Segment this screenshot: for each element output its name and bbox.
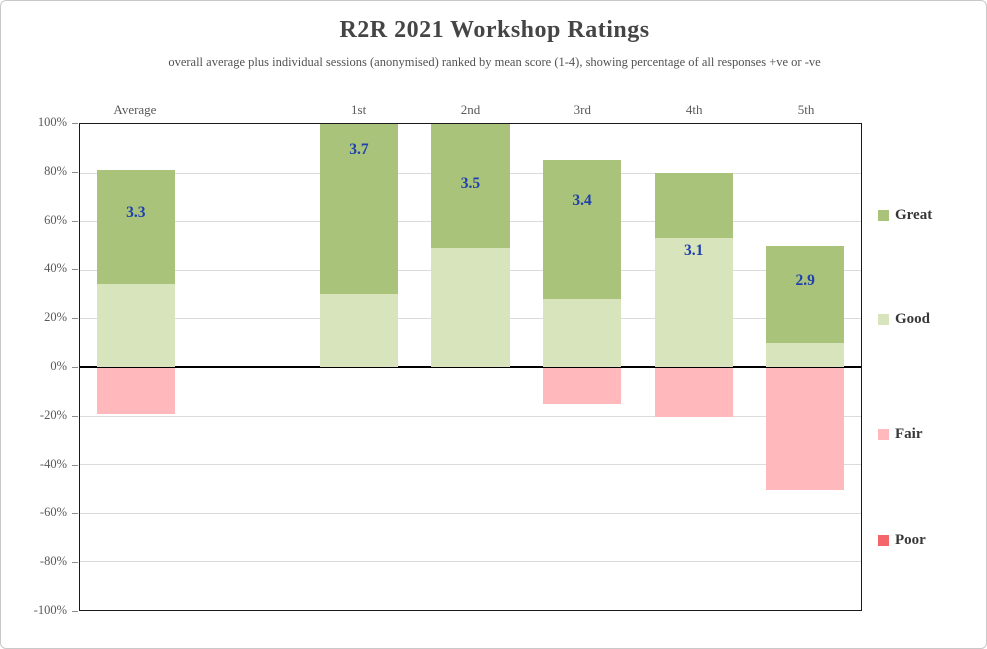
- y-axis-label-100: 100%: [37, 115, 67, 129]
- bar-segment-great-4th: [654, 172, 733, 239]
- legend-item-fair: Fair: [878, 426, 923, 443]
- bar-segment-great-2nd: [431, 124, 510, 248]
- legend-swatch-fair: [878, 429, 889, 440]
- bar-column-1st: 3.7: [303, 124, 415, 610]
- category-label-average: Average: [113, 102, 157, 117]
- y-axis-label--60: -60%: [39, 505, 67, 520]
- y-axis-tick-60: [72, 220, 78, 222]
- chart-subtitle: overall average plus individual sessions…: [168, 55, 821, 69]
- bar-column-3rd: 3.4: [526, 124, 638, 610]
- bar-segment-good-4th: [654, 238, 733, 367]
- gridline--40: [80, 464, 861, 466]
- y-axis-tick-0: [72, 367, 78, 368]
- y-axis: 100% 80% 60% 40% 20% 0% -20% -40% -60% -80% -100%: [1, 115, 79, 617]
- value-label-2nd: 3.5: [460, 174, 481, 192]
- y-axis-label--40: -40%: [39, 456, 67, 471]
- plot-area: 3.3 3.7 3.5 3.4 3.1 2.9: [79, 123, 862, 611]
- gridline--60: [80, 512, 861, 514]
- category-axis: Average 1st 2nd 3rd 4th 5th: [79, 102, 862, 119]
- y-axis-tick-100: [72, 123, 78, 124]
- bar-segment-great-3rd: [543, 160, 622, 299]
- y-axis-tick-80: [72, 171, 78, 173]
- legend-swatch-poor: [878, 535, 889, 546]
- bar-segment-great-5th: [766, 245, 845, 343]
- legend-item-great: Great: [878, 207, 932, 224]
- y-axis-label--80: -80%: [39, 554, 67, 569]
- y-axis-tick-40: [72, 269, 78, 271]
- value-label-1st: 3.7: [349, 140, 369, 158]
- value-label-average: 3.3: [126, 204, 146, 222]
- value-label-3rd: 3.4: [572, 191, 592, 209]
- y-axis-tick--40: [72, 464, 78, 466]
- bar-segment-good-5th: [766, 342, 845, 367]
- y-axis-tick--20: [72, 415, 78, 417]
- legend-label-fair: Fair: [895, 426, 923, 442]
- legend-swatch-good: [878, 314, 889, 325]
- bar-segment-good-1st: [319, 294, 398, 367]
- y-axis-label-80: 80%: [44, 163, 67, 178]
- zero-axis-line: [80, 366, 861, 368]
- category-label-5th: 5th: [797, 102, 815, 117]
- legend-item-good: Good: [878, 311, 930, 328]
- legend-item-poor: Poor: [878, 532, 926, 549]
- bar-column-average: 3.3: [80, 124, 192, 610]
- bar-segment-good-3rd: [543, 298, 622, 367]
- y-axis-label--20: -20%: [39, 407, 67, 422]
- category-label-1st: 1st: [351, 102, 367, 117]
- bar-column-4th: 3.1: [638, 124, 750, 610]
- bar-column-blank: [192, 124, 304, 610]
- y-axis-tick-20: [72, 318, 78, 320]
- value-label-5th: 2.9: [795, 272, 815, 290]
- bar-segment-great-1st: [319, 124, 398, 295]
- y-axis-tick--80: [72, 562, 78, 564]
- bar-segment-fair-average: [96, 368, 175, 415]
- y-axis-label--100: -100%: [33, 603, 67, 617]
- legend-swatch-great: [878, 210, 889, 221]
- y-axis-tick--60: [72, 513, 78, 515]
- legend-label-great: Great: [895, 207, 933, 223]
- chart-title: R2R 2021 Workshop Ratings: [339, 17, 650, 43]
- y-axis-label-40: 40%: [44, 261, 67, 276]
- bar-column-2nd: 3.5: [415, 124, 527, 610]
- y-axis-label-20: 20%: [44, 310, 67, 325]
- bar-column-5th: 2.9: [749, 124, 861, 610]
- y-axis-label-0: 0%: [50, 359, 67, 373]
- y-axis-label-60: 60%: [44, 212, 67, 227]
- bar-segment-fair-5th: [766, 368, 845, 490]
- bar-segment-great-average: [96, 170, 175, 285]
- category-label-4th: 4th: [685, 102, 703, 117]
- gridline--80: [80, 561, 861, 563]
- legend: Great Good Fair Poor: [869, 1, 986, 648]
- bar-segment-fair-3rd: [543, 368, 622, 405]
- legend-label-poor: Poor: [895, 532, 926, 548]
- category-label-2nd: 2nd: [460, 102, 481, 117]
- bar-segment-good-2nd: [431, 247, 510, 367]
- gridline--20: [80, 415, 861, 417]
- bar-segment-fair-4th: [654, 368, 733, 417]
- value-label-4th: 3.1: [683, 241, 704, 259]
- bar-segment-good-average: [96, 284, 175, 367]
- legend-label-good: Good: [895, 311, 931, 327]
- y-axis-tick--100: [72, 611, 78, 612]
- category-label-3rd: 3rd: [573, 102, 592, 117]
